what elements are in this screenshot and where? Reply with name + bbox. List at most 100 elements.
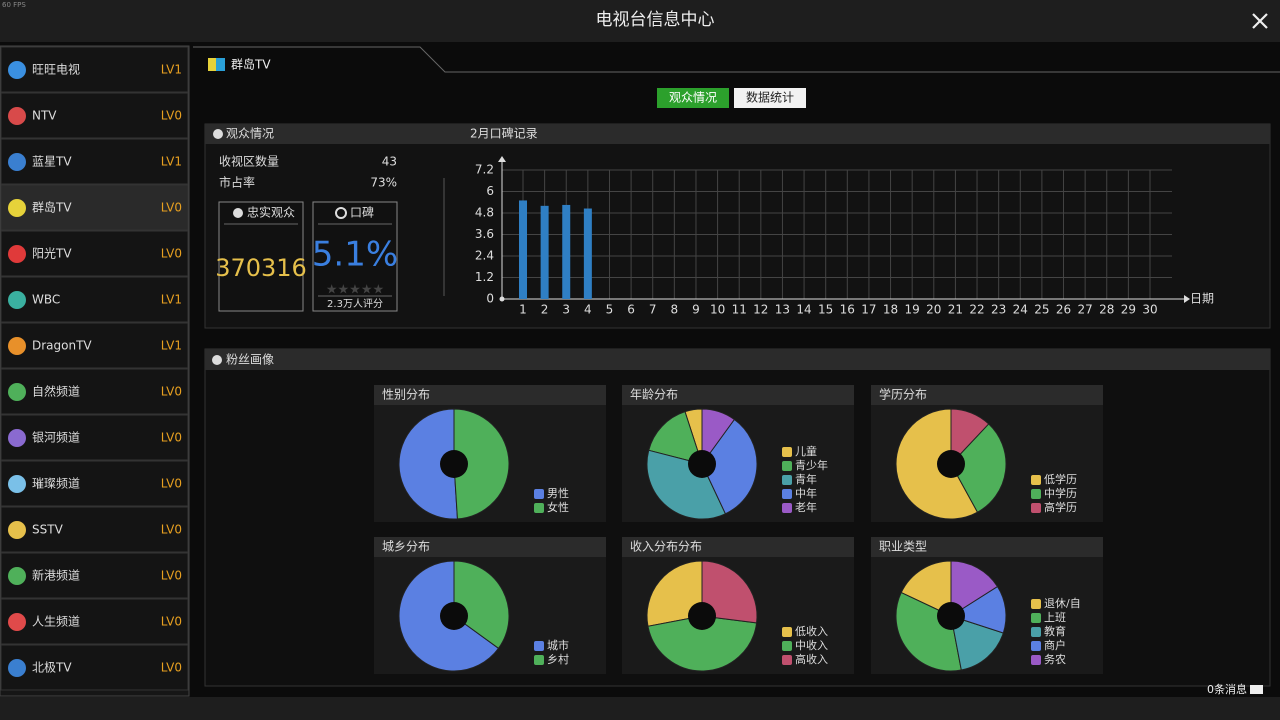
channel-row[interactable]	[0, 276, 189, 323]
legend-label: 乡村	[547, 652, 569, 666]
channel-level: LV0	[161, 109, 182, 123]
bar	[519, 200, 527, 299]
legend-label: 城市	[547, 638, 569, 652]
y-tick-label: 7.2	[475, 163, 494, 177]
channel-name: DragonTV	[32, 339, 92, 353]
channel-row[interactable]	[0, 598, 189, 645]
x-tick-label: 12	[753, 303, 768, 317]
bar	[583, 208, 592, 299]
legend-swatch	[534, 641, 544, 651]
pie-hole	[440, 450, 468, 478]
channel-name: 自然频道	[32, 384, 80, 399]
loyal-icon	[233, 208, 243, 218]
channel-row-selected[interactable]	[0, 184, 189, 231]
channel-name: 新港频道	[32, 568, 80, 583]
channel-name: 人生频道	[32, 615, 80, 629]
legend-label: 低学历	[1044, 472, 1077, 486]
pie-card-header	[871, 537, 1103, 557]
legend-label: 青少年	[795, 458, 828, 472]
legend-swatch	[1031, 641, 1041, 651]
y-axis-arrow	[498, 156, 506, 162]
legend-swatch	[782, 475, 792, 485]
channel-icon	[8, 107, 26, 125]
channel-name: WBC	[32, 293, 60, 307]
x-tick-label: 14	[796, 303, 811, 317]
legend-label: 女性	[547, 500, 569, 514]
pie-card-header	[871, 385, 1103, 405]
channel-row[interactable]	[0, 414, 189, 461]
pie-slice	[895, 408, 979, 520]
legend-swatch	[1031, 627, 1041, 637]
origin-dot	[499, 296, 505, 302]
pie-slice	[950, 615, 1004, 671]
pie-title: 学历分布	[879, 387, 927, 402]
bar	[540, 205, 549, 299]
channel-name: 银河频道	[32, 431, 80, 445]
pie-slice	[398, 408, 458, 520]
channel-level: LV1	[161, 155, 182, 169]
channel-name: 群岛TV	[32, 200, 72, 215]
channel-level: LV0	[161, 477, 182, 491]
panel-header	[205, 124, 1270, 144]
y-tick-label: 2.4	[475, 249, 494, 263]
x-tick-label: 21	[948, 303, 963, 317]
tab-button[interactable]	[734, 88, 806, 108]
legend-swatch	[782, 655, 792, 665]
channel-row[interactable]	[0, 644, 189, 691]
x-tick-label: 7	[649, 303, 657, 317]
legend-swatch	[782, 641, 792, 651]
tab-button-active[interactable]	[657, 88, 729, 108]
channel-level: LV0	[161, 247, 182, 261]
channel-row[interactable]	[0, 138, 189, 185]
close-button[interactable]	[1252, 13, 1268, 29]
channel-row[interactable]	[0, 506, 189, 553]
pie-slice	[453, 560, 510, 650]
x-tick-label: 3	[562, 303, 570, 317]
footer-bar	[0, 697, 1280, 720]
y-tick-label: 4.8	[475, 206, 494, 220]
message-count[interactable]: 0条消息	[1207, 682, 1247, 696]
x-tick-label: 27	[1077, 303, 1092, 317]
pie-slice	[950, 423, 1007, 513]
channel-level: LV0	[161, 201, 182, 215]
channel-row[interactable]	[0, 368, 189, 415]
x-tick-label: 17	[861, 303, 876, 317]
x-tick-label: 9	[692, 303, 700, 317]
channel-row[interactable]	[0, 230, 189, 277]
pie-slice	[900, 560, 952, 617]
x-tick-label: 4	[584, 303, 592, 317]
mail-icon[interactable]	[1250, 685, 1263, 694]
x-tick-label: 13	[775, 303, 790, 317]
channel-name: 璀璨频道	[32, 476, 80, 491]
x-tick-label: 16	[840, 303, 855, 317]
legend-label: 教育	[1044, 624, 1066, 638]
channel-row[interactable]	[0, 552, 189, 599]
legend-label: 男性	[547, 486, 569, 500]
channel-level: LV0	[161, 523, 182, 537]
x-axis-label: 日期	[1190, 292, 1214, 306]
legend-swatch	[534, 655, 544, 665]
channel-row[interactable]	[0, 92, 189, 139]
channel-row[interactable]	[0, 46, 189, 93]
pie-hole	[688, 602, 716, 630]
channel-level: LV0	[161, 431, 182, 445]
x-tick-label: 2	[541, 303, 549, 317]
channel-level: LV0	[161, 569, 182, 583]
rating-count: 2.3万人评分	[327, 298, 383, 310]
channel-icon	[8, 337, 26, 355]
pie-hole	[688, 450, 716, 478]
stat-value: 73%	[370, 176, 397, 190]
channel-icon	[8, 429, 26, 447]
x-tick-label: 5	[606, 303, 614, 317]
channel-row[interactable]	[0, 322, 189, 369]
channel-row[interactable]	[0, 460, 189, 507]
legend-label: 青年	[795, 472, 817, 486]
x-tick-label: 29	[1121, 303, 1136, 317]
pie-hole	[937, 450, 965, 478]
legend-label: 中年	[795, 486, 817, 500]
legend-label: 中学历	[1044, 486, 1077, 500]
legend-swatch	[782, 447, 792, 457]
channel-icon	[8, 153, 26, 171]
x-tick-label: 6	[627, 303, 635, 317]
x-tick-label: 10	[710, 303, 725, 317]
